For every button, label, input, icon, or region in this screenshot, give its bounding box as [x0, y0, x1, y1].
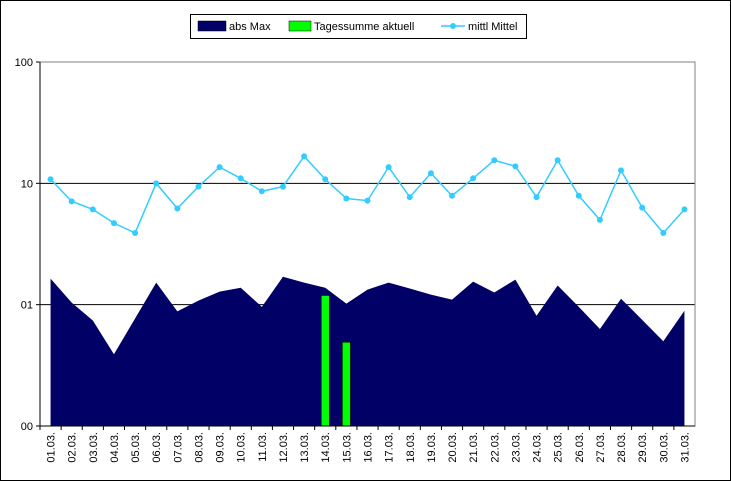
- x-tick-label: 12.03.: [278, 432, 290, 463]
- x-tick-label: 29.03.: [637, 432, 649, 463]
- marker: [195, 183, 202, 190]
- marker: [596, 216, 603, 223]
- x-tick-label: 18.03.: [405, 432, 417, 463]
- x-tick-label: 24.03.: [532, 432, 544, 463]
- x-tick-label: 21.03.: [468, 432, 480, 463]
- x-tick-label: 02.03.: [67, 432, 79, 463]
- legend-swatch: [450, 23, 456, 29]
- marker: [174, 205, 181, 212]
- y-tick-label: 10: [21, 178, 33, 190]
- x-tick-label: 09.03.: [215, 432, 227, 463]
- x-tick-label: 22.03.: [489, 432, 501, 463]
- x-tick-label: 03.03.: [88, 432, 100, 463]
- x-tick-label: 16.03.: [363, 432, 375, 463]
- x-tick-label: 06.03.: [151, 432, 163, 463]
- x-tick-label: 08.03.: [193, 432, 205, 463]
- legend-swatch: [288, 20, 312, 32]
- marker: [322, 176, 329, 183]
- marker: [258, 188, 265, 195]
- x-tick-label: 14.03.: [320, 432, 332, 463]
- marker: [343, 195, 350, 202]
- x-tick-label: 17.03.: [384, 432, 396, 463]
- x-tick-label: 25.03.: [553, 432, 565, 463]
- bar: [320, 295, 330, 427]
- x-tick-label: 07.03.: [172, 432, 184, 463]
- legend-label: mittl Mittel: [468, 21, 518, 33]
- x-tick-label: 20.03.: [447, 432, 459, 463]
- x-tick-label: 30.03.: [658, 432, 670, 463]
- legend: abs Max Tagessumme aktuell mittl Mittel: [190, 14, 527, 39]
- x-tick-label: 27.03.: [595, 432, 607, 463]
- area: [50, 276, 685, 426]
- x-tick-label: 04.03.: [109, 432, 121, 463]
- x-tick-label: 31.03.: [679, 432, 691, 463]
- marker: [575, 192, 582, 199]
- marker: [554, 157, 561, 164]
- marker: [449, 192, 456, 199]
- marker: [533, 194, 540, 201]
- y-tick-label: 00: [21, 421, 33, 433]
- legend-swatch: [197, 20, 227, 32]
- marker: [132, 229, 139, 236]
- x-tick-label: 26.03.: [574, 432, 586, 463]
- marker: [681, 206, 688, 213]
- legend-box: [190, 14, 527, 39]
- marker: [89, 206, 96, 213]
- marker: [47, 176, 54, 183]
- x-tick-label: 01.03.: [46, 432, 58, 463]
- marker: [301, 153, 308, 160]
- x-tick-label: 05.03.: [130, 432, 142, 463]
- x-tick-label: 15.03.: [341, 432, 353, 463]
- marker: [68, 198, 75, 205]
- x-tick-label: 28.03.: [616, 432, 628, 463]
- marker: [491, 157, 498, 164]
- marker: [216, 164, 223, 171]
- bar: [342, 342, 351, 427]
- x-tick-label: 11.03.: [257, 432, 269, 462]
- marker: [237, 175, 244, 182]
- x-tick-label: 19.03.: [426, 432, 438, 463]
- x-tick-label: 23.03.: [510, 432, 522, 463]
- marker: [512, 163, 519, 170]
- marker: [470, 175, 477, 182]
- y-tick-label: 100: [15, 57, 33, 69]
- marker: [618, 167, 625, 174]
- marker: [427, 170, 434, 177]
- y-tick-label: 01: [21, 300, 33, 312]
- marker: [110, 220, 117, 227]
- marker: [364, 197, 371, 204]
- x-tick-label: 10.03.: [236, 432, 248, 463]
- marker: [385, 164, 392, 171]
- marker: [153, 180, 160, 187]
- x-tick-label: 13.03.: [299, 432, 311, 463]
- marker: [639, 204, 646, 211]
- legend-label: abs Max: [229, 21, 271, 33]
- marker: [406, 194, 413, 201]
- marker: [279, 183, 286, 190]
- legend-label: Tagessumme aktuell: [314, 21, 414, 33]
- marker: [660, 229, 667, 236]
